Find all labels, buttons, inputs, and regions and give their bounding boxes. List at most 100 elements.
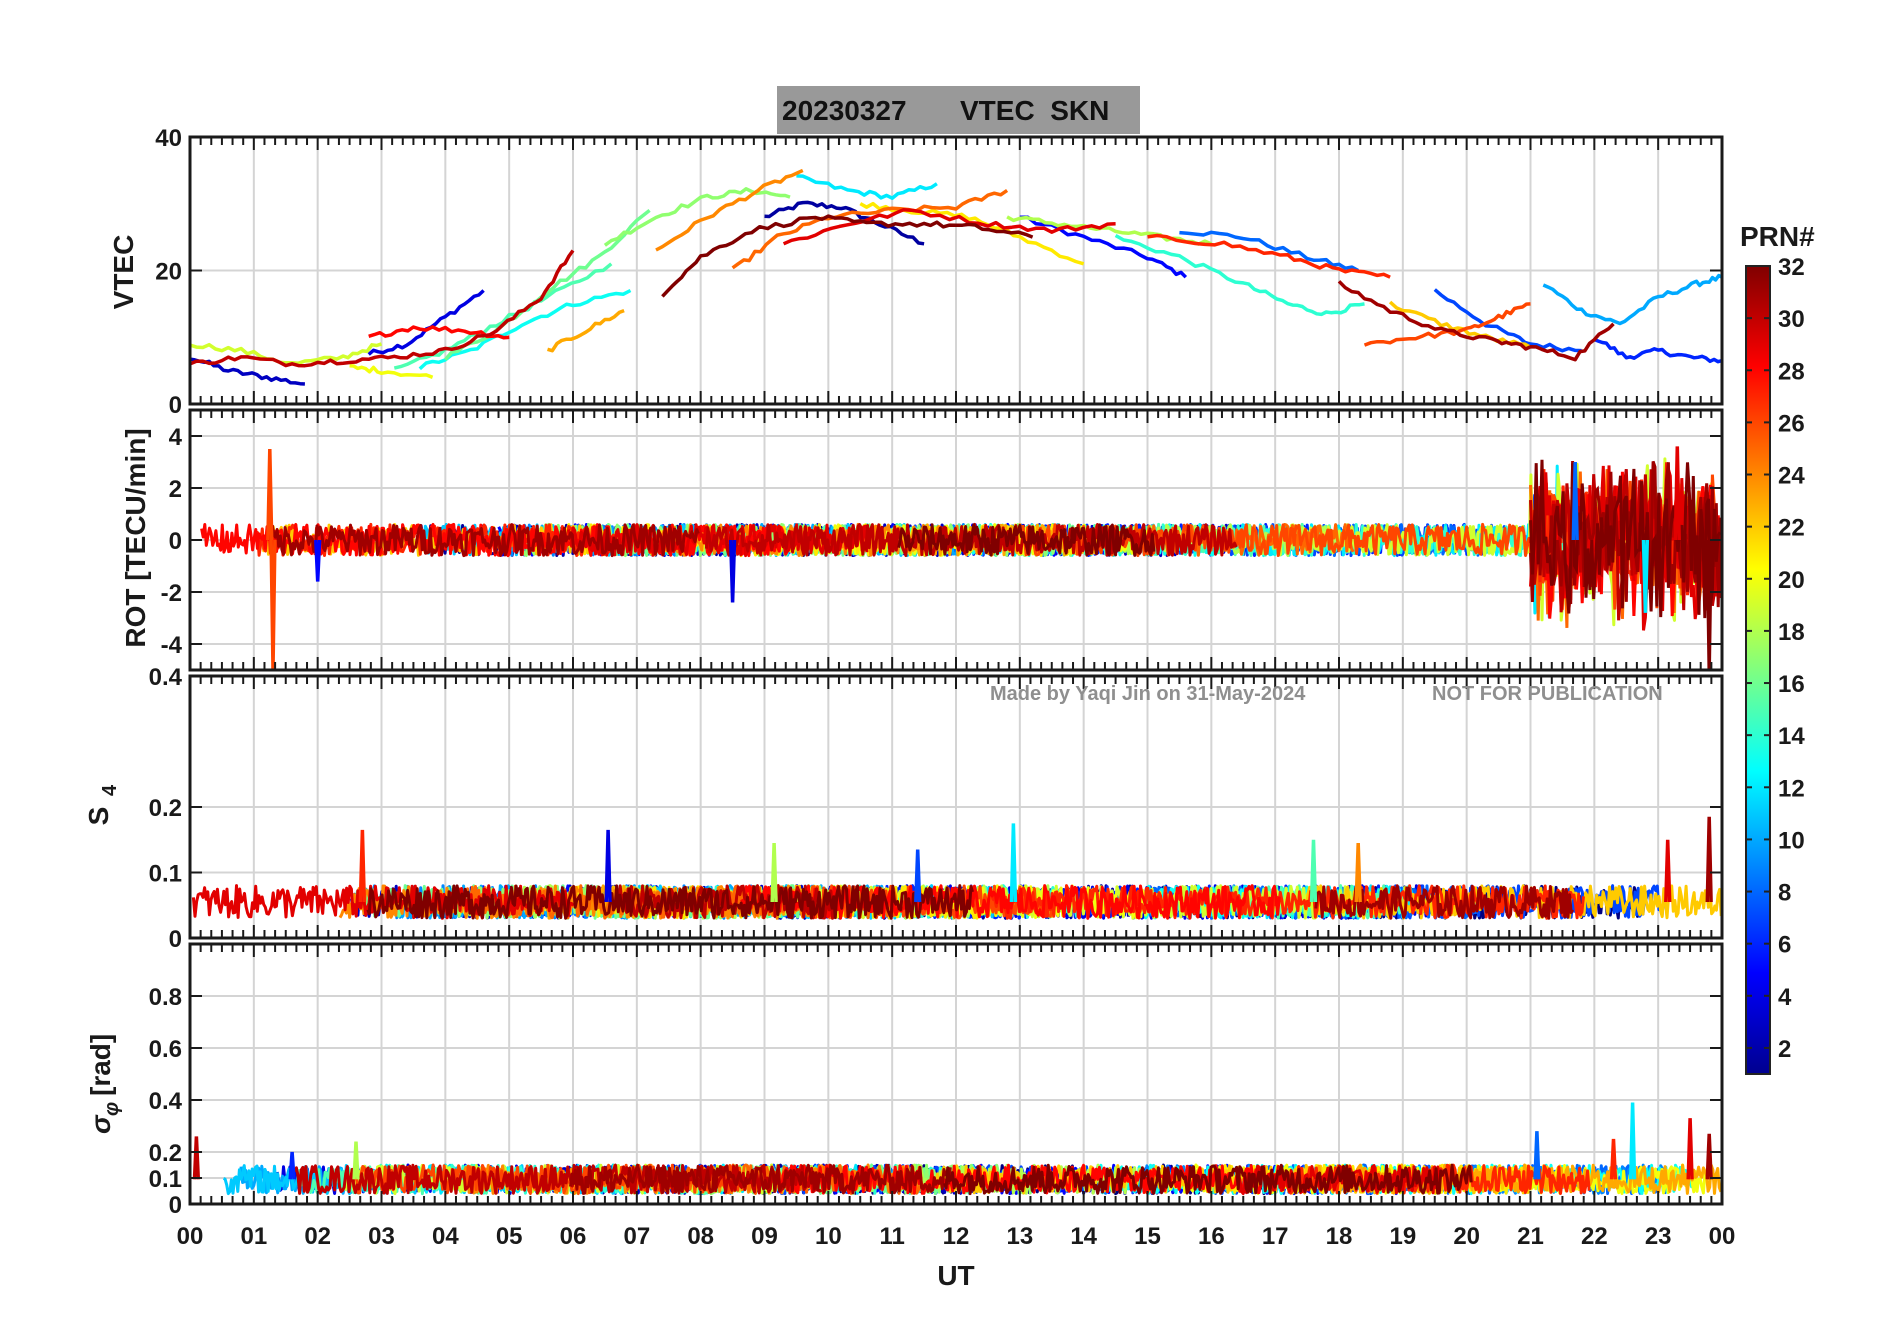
- x-tick-labels: 00 01 02 03 04 05 06 07 08 09 10 11 12 13 14 15 16 17 18 19…: [177, 1223, 1736, 1250]
- colorbar-gradient: [1745, 265, 1771, 1075]
- sig-spike-prn-30: [192, 1136, 201, 1180]
- colorbar-tick-label: 18: [1778, 619, 1805, 646]
- panel-sig: [190, 944, 1722, 1204]
- vtec-series-prn-32: [661, 214, 1034, 298]
- sig-ytick-label: 0.6: [149, 1036, 182, 1063]
- x-tick-label: 11: [879, 1223, 904, 1250]
- vtec-ytick-label: 20: [155, 259, 182, 286]
- rot-spike-prn-8: [1571, 461, 1579, 541]
- colorbar-tick-label: 32: [1778, 254, 1805, 281]
- sig-ytick-label: 0.8: [149, 984, 182, 1011]
- vtec-series-prn-17: [603, 187, 791, 247]
- s4-spike-prn-18: [770, 842, 778, 903]
- s4-ylabel: S 4: [83, 784, 121, 825]
- x-tick-label: 12: [943, 1223, 970, 1250]
- vtec-series-prn-14: [1114, 233, 1365, 317]
- vtec-ylabel: VTEC: [108, 235, 139, 310]
- x-tick-label: 21: [1517, 1223, 1544, 1250]
- sigma-ylabel-sub: φ: [101, 1102, 123, 1116]
- sig-series-prn-30: [293, 1163, 823, 1195]
- s4-spike-prn-24: [1354, 842, 1362, 903]
- rot-noise-prn-32: [1529, 459, 1722, 619]
- x-tick-label: 02: [304, 1223, 331, 1250]
- s4-ytick-label: 0.2: [149, 795, 182, 822]
- s4-ylabel-sub: 4: [99, 784, 121, 796]
- x-tick-label: 00: [1709, 1223, 1736, 1250]
- rot-plot-area: [200, 446, 1722, 670]
- vtec-series-prn-23: [547, 308, 625, 353]
- x-tick-label: 03: [368, 1223, 395, 1250]
- s4-axes: 0 0.1 0.2 0.4: [149, 664, 1724, 953]
- sig-grid: [190, 944, 1722, 1204]
- colorbar-tick-label: 30: [1778, 306, 1805, 333]
- vtec-series-prn-24: [655, 168, 804, 252]
- rot-noise-prn-31: [1529, 460, 1722, 608]
- sig-ytick-label: 0.2: [149, 1140, 182, 1167]
- s4-spike-prn-29: [1664, 839, 1672, 903]
- vtec-axes: 0 20 40: [155, 125, 1724, 419]
- sig-spike-prn-27: [1609, 1138, 1618, 1180]
- s4-spike-prn-7: [914, 849, 922, 903]
- colorbar-tick-label: 4: [1778, 984, 1792, 1011]
- s4-plot-area: [191, 816, 1722, 920]
- sig-ytick-label: 0.1: [149, 1166, 182, 1193]
- colorbar-label: PRN#: [1740, 221, 1815, 252]
- vtec-series-prn-16: [443, 209, 651, 361]
- sig-spike-prn-6: [288, 1151, 296, 1180]
- sig-ytick-label: 0.4: [149, 1088, 183, 1115]
- sig-plot-area: [192, 1102, 1722, 1196]
- rot-spike-prn-29: [1673, 446, 1681, 541]
- vtec-series-prn-31: [1337, 280, 1615, 362]
- sig-spike-prn-31: [1705, 1133, 1713, 1180]
- s4-ytick-label: 0: [169, 926, 182, 953]
- s4-spike-prn-15: [1309, 839, 1318, 903]
- vtec-grid: [190, 137, 1722, 404]
- sig-spike-prn-18: [352, 1141, 360, 1180]
- x-tick-label: 17: [1262, 1223, 1289, 1250]
- vtec-series-prn-20: [349, 363, 434, 379]
- title-background: [777, 86, 1140, 134]
- colorbar-tick-label: 2: [1778, 1036, 1791, 1063]
- sigma-ylabel: σ φ [rad]: [85, 1034, 123, 1134]
- colorbar-tick-label: 8: [1778, 880, 1791, 907]
- x-axis-label: UT: [937, 1260, 974, 1291]
- title-box: 20230327 VTEC SKN: [777, 86, 1140, 134]
- sig-series-prn-32: [943, 1163, 1473, 1196]
- vtec-series-prn-18: [1006, 215, 1212, 246]
- x-tick-label: 23: [1645, 1223, 1672, 1250]
- vtec-series-prn-15: [393, 262, 613, 370]
- vtec-plot-area: [190, 168, 1722, 386]
- panel-rot: [190, 410, 1722, 670]
- s4-series-prn-32: [366, 884, 974, 920]
- sigma-ylabel-unit: [rad]: [85, 1034, 116, 1096]
- vtec-series-prn-26: [1363, 302, 1531, 347]
- vtec-series-prn-3: [190, 357, 306, 386]
- rot-series-prn-31: [270, 523, 700, 558]
- x-tick-label: 01: [240, 1223, 267, 1250]
- sig-ytick-label: 0: [169, 1192, 182, 1219]
- rot-axes: -4 -2 0 2 4: [161, 408, 1724, 672]
- sig-axes: 00.10.2 0.4 0.6 0.8: [149, 942, 1724, 1219]
- colorbar-tick-label: 6: [1778, 932, 1791, 959]
- vtec-series-prn-6: [1593, 337, 1722, 364]
- x-tick-label: 18: [1326, 1223, 1353, 1250]
- sigma-ylabel-main: σ: [85, 1114, 116, 1134]
- panel-s4: [190, 676, 1722, 938]
- vtec-series-prn-25: [731, 188, 1009, 270]
- vtec-series-prn-30: [190, 249, 575, 368]
- rot-spike-prn-12: [1641, 539, 1650, 613]
- x-tick-label: 13: [1006, 1223, 1033, 1250]
- vtec-series-prn-29: [782, 208, 1116, 246]
- vtec-series-prn-8: [1179, 230, 1360, 273]
- rot-ytick-label: 2: [169, 476, 182, 503]
- x-tick-label: 00: [177, 1223, 204, 1250]
- vtec-series-prn-10: [1542, 273, 1722, 326]
- title-date: 20230327: [782, 95, 907, 126]
- s4-ytick-label: 0.4: [149, 664, 183, 691]
- watermark-notice: NOT FOR PUBLICATION: [1432, 683, 1663, 705]
- rot-spike-prn-5: [314, 539, 322, 582]
- rot-ytick-label: -4: [161, 632, 183, 659]
- s4-spike-prn-12: [1009, 823, 1018, 903]
